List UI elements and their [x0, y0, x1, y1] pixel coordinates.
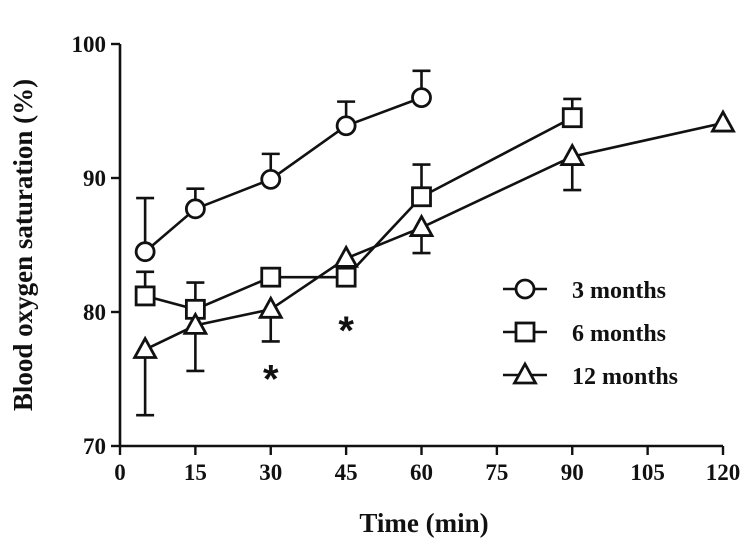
x-tick-label: 120: [706, 460, 741, 485]
data-point-3-months: [134, 241, 156, 263]
series-layer: [132, 69, 736, 417]
data-point-12-months: [559, 142, 586, 166]
series-line-6-months: [144, 116, 573, 311]
legend-label: 12 months: [572, 364, 678, 390]
x-tick-label: 75: [485, 460, 508, 485]
legend-item-3-months: 3 months: [503, 278, 666, 304]
series-line-12-months: [144, 121, 724, 351]
data-point-3-months: [411, 87, 432, 108]
x-tick-label: 0: [114, 460, 126, 485]
data-point-6-months: [134, 285, 156, 307]
x-tick-label: 105: [630, 460, 665, 485]
series-6-months: [134, 97, 583, 320]
x-tick-label: 30: [259, 460, 282, 485]
data-point-12-months: [182, 311, 209, 335]
y-tick-label: 80: [83, 300, 106, 325]
data-point-12-months: [333, 244, 359, 268]
data-point-12-months: [257, 295, 284, 319]
x-tick-label: 60: [410, 460, 433, 485]
annotation-layer: **: [263, 309, 354, 401]
legend-marker: [514, 278, 536, 300]
legend-item-6-months: 6 months: [503, 321, 666, 347]
y-axis-title: Blood oxygen saturation (%): [8, 79, 38, 411]
data-point-3-months: [184, 198, 206, 220]
y-tick-label: 100: [72, 32, 107, 57]
legend-label: 6 months: [572, 321, 666, 347]
series-3-months: [134, 69, 432, 263]
data-point-12-months: [408, 213, 435, 237]
x-tick-label: 45: [335, 460, 358, 485]
x-axis-title: Time (min): [359, 508, 488, 538]
series-line-3-months: [144, 96, 422, 253]
y-tick-label: 90: [83, 166, 106, 191]
legend: 3 months 6 months 12 months: [503, 278, 678, 390]
data-point-6-months: [260, 266, 282, 288]
data-point-3-months: [335, 115, 357, 137]
ticks: 0 15 30 45 60 75 90 105 120 70 80 90 100: [72, 32, 741, 485]
significance-star: *: [338, 309, 354, 353]
data-point-6-months: [335, 266, 357, 288]
significance-star: *: [263, 357, 279, 401]
legend-marker: [514, 321, 536, 343]
legend-label: 3 months: [572, 278, 666, 304]
legend-marker: [512, 361, 538, 385]
data-point-3-months: [260, 168, 282, 190]
y-tick-label: 70: [83, 434, 106, 459]
data-point-12-months: [132, 335, 158, 359]
x-tick-label: 90: [561, 460, 584, 485]
series-12-months: [132, 109, 736, 417]
data-point-6-months: [411, 186, 432, 208]
data-point-6-months: [561, 107, 583, 129]
data-point-12-months: [710, 109, 736, 133]
x-tick-label: 15: [184, 460, 207, 485]
legend-item-12-months: 12 months: [503, 361, 678, 390]
